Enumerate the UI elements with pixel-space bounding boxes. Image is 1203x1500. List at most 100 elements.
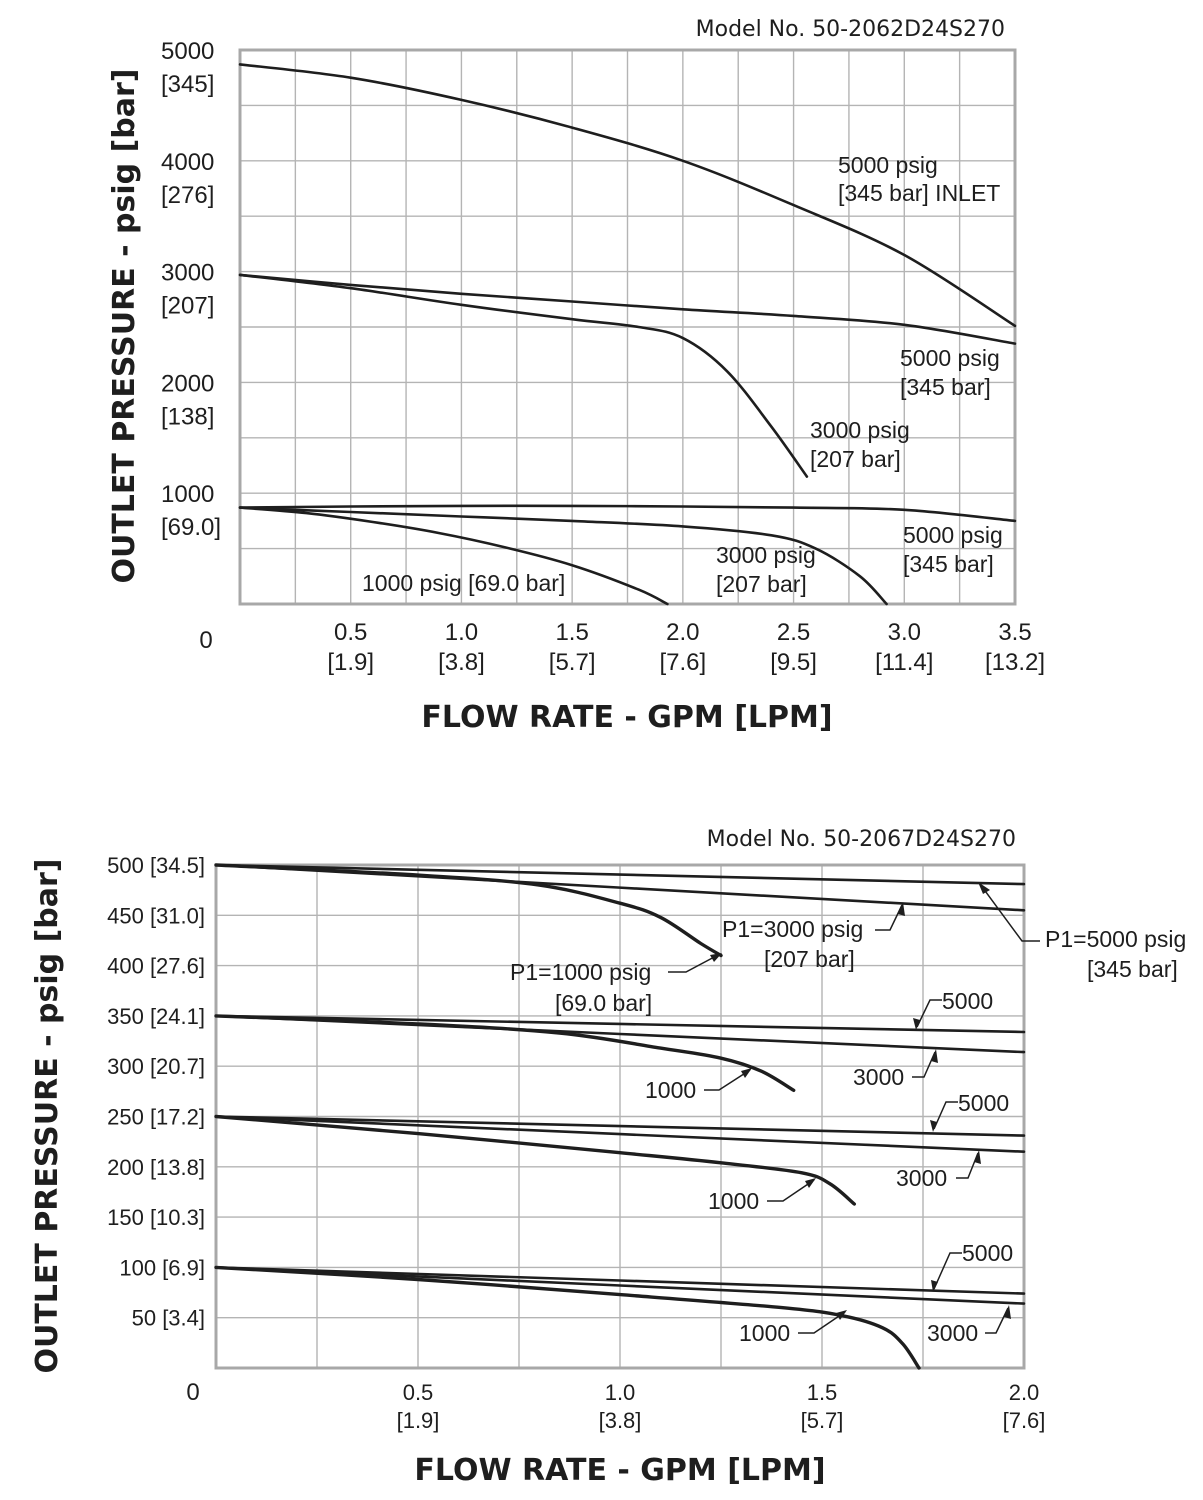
chart1-annotation-inlet: 5000 psig [345 bar] INLET <box>838 152 1000 206</box>
leader-350-1000-arrow <box>741 1068 752 1078</box>
chart1-origin-label: 0 <box>199 627 212 654</box>
chart1-ytick-sub: [207] <box>161 293 214 320</box>
chart1-series-line-3 <box>238 273 809 478</box>
leader-250-3000 <box>956 1152 979 1179</box>
leader-350-5000-arrow <box>913 1018 920 1030</box>
chart2-series-line-7 <box>214 1115 1026 1137</box>
chart2-ytick-label: 150 [10.3] <box>107 1205 205 1230</box>
chart1-xtick-label: 3.5 <box>998 619 1031 646</box>
chart2-ytick-label: 450 [31.0] <box>107 903 205 928</box>
chart1-x-ticks: 0.5 [1.9] 1.0 [3.8] 1.5 [5.7] 2.0 [7.6] 2.5 [9.5]… <box>327 619 1045 676</box>
chart2-series-line-6 <box>214 1014 796 1092</box>
chart2-annotation-350-5000: 5000 <box>942 988 993 1014</box>
leader-p1-1000 <box>668 954 719 973</box>
chart2-y-ticks: 50 [3.4] 100 [6.9] 150 [10.3] 200 [13.8] 250… <box>107 853 205 1331</box>
chart1-xtick-label: 0.5 <box>334 619 367 646</box>
chart2-xtick-label: 1.5 <box>807 1380 838 1405</box>
chart2-xtick-sub: [1.9] <box>397 1408 440 1433</box>
chart2-ytick-label: 300 [20.7] <box>107 1054 205 1079</box>
chart1-xtick-label: 3.0 <box>888 619 921 646</box>
chart1-annotation-3000-upper: 3000 psig [207 bar] <box>810 417 916 472</box>
chart2-xtick-label: 2.0 <box>1009 1380 1040 1405</box>
chart2-x-ticks: 0.5 [1.9] 1.0 [3.8] 1.5 [5.7] 2.0 [7.6] <box>397 1380 1046 1433</box>
chart1-ytick-label: 2000 <box>161 370 214 397</box>
chart1-xtick-sub: [9.5] <box>770 649 817 676</box>
chart1-y-ticks: 1000 [69.0] 2000 [138] 3000 [207] 4000 [276] 500… <box>161 38 221 541</box>
chart2-annotation-350-3000: 3000 <box>853 1064 904 1090</box>
chart2-gridlines <box>216 865 1024 1368</box>
chart2-ytick-label: 500 [34.5] <box>107 853 205 878</box>
chart1-ylabel: OUTLET PRESSURE - psig [bar] <box>107 68 142 583</box>
chart-model-2062: Model No. 50-2062D24S270 OUTLET PRESSURE… <box>107 17 1045 735</box>
chart2-ytick-label: 350 [24.1] <box>107 1004 205 1029</box>
chart1-ytick-label: 3000 <box>161 260 214 287</box>
chart1-series-line-2 <box>238 273 1017 345</box>
leader-p1-5000-arrow <box>978 882 990 894</box>
leader-100-1000 <box>798 1311 846 1334</box>
chart1-ytick-label: 1000 <box>161 481 214 508</box>
chart2-ytick-label: 100 [6.9] <box>119 1255 205 1280</box>
chart1-xtick-sub: [1.9] <box>327 649 374 676</box>
chart1-series-line-4 <box>238 504 1017 523</box>
chart1-series-line-5 <box>238 506 888 606</box>
leader-350-3000-arrow <box>931 1049 938 1063</box>
chart1-ytick-sub: [345] <box>161 71 214 98</box>
chart2-xtick-label: 1.0 <box>605 1380 636 1405</box>
leader-250-3000-arrow <box>974 1150 981 1164</box>
chart1-xtick-sub: [11.4] <box>875 649 933 676</box>
chart1-xtick-label: 2.5 <box>777 619 810 646</box>
leader-p1-3000 <box>875 904 903 931</box>
chart1-annotation-3000-lower: 3000 psig [207 bar] <box>716 542 822 597</box>
chart2-origin-label: 0 <box>186 1379 199 1406</box>
leader-p1-3000-arrow <box>898 902 905 916</box>
chart1-title: Model No. 50-2062D24S270 <box>696 17 1005 42</box>
chart1-annotation-5000-upper: 5000 psig [345 bar] <box>900 345 1006 400</box>
chart1-ytick-sub: [276] <box>161 182 214 209</box>
leader-100-5000-arrow <box>931 1280 938 1292</box>
leader-350-1000 <box>704 1069 751 1091</box>
chart2-ylabel: OUTLET PRESSURE - psig [bar] <box>30 858 65 1373</box>
chart1-annotation-1000: 1000 psig [69.0 bar] <box>362 570 565 596</box>
chart-model-2067: Model No. 50-2067D24S270 OUTLET PRESSURE… <box>30 827 1186 1488</box>
leader-100-1000-arrow <box>836 1310 847 1320</box>
chart1-xtick-sub: [3.8] <box>438 649 485 676</box>
chart1-xtick-label: 1.0 <box>445 619 478 646</box>
chart2-annotation-100-1000: 1000 <box>739 1320 790 1346</box>
chart1-series <box>238 63 1017 606</box>
chart2-series-line-3 <box>214 863 723 958</box>
chart2-ytick-label: 400 [27.6] <box>107 954 205 979</box>
chart1-gridlines <box>240 50 1015 604</box>
leader-250-5000 <box>933 1101 958 1130</box>
chart1-ytick-label: 4000 <box>161 149 214 176</box>
chart2-leaders <box>668 882 1040 1334</box>
leader-100-3000-arrow <box>1004 1305 1011 1319</box>
chart2-xtick-label: 0.5 <box>403 1380 434 1405</box>
chart1-xtick-label: 2.0 <box>666 619 699 646</box>
chart2-xlabel: FLOW RATE - GPM [LPM] <box>414 1453 825 1488</box>
chart2-series-line-8 <box>214 1115 1026 1153</box>
chart2-xtick-sub: [5.7] <box>801 1408 844 1433</box>
chart1-xtick-label: 1.5 <box>555 619 588 646</box>
chart1-xtick-sub: [13.2] <box>985 649 1045 676</box>
chart1-ytick-sub: [69.0] <box>161 514 221 541</box>
chart2-annotation-250-3000: 3000 <box>896 1165 947 1191</box>
leader-100-5000 <box>933 1252 962 1290</box>
leader-350-5000 <box>916 999 942 1028</box>
leader-p1-5000 <box>979 883 1040 942</box>
leader-250-5000-arrow <box>930 1120 937 1132</box>
chart2-annotation-100-3000: 3000 <box>927 1320 978 1346</box>
leader-250-1000 <box>767 1179 815 1202</box>
chart1-xlabel: FLOW RATE - GPM [LPM] <box>421 700 832 735</box>
chart2-annotation-350-1000: 1000 <box>645 1077 696 1103</box>
chart2-series-line-12 <box>214 1265 921 1370</box>
chart1-ytick-sub: [138] <box>161 403 214 430</box>
chart1-annotation-5000-lower: 5000 psig [345 bar] <box>903 522 1009 577</box>
chart2-annotation-250-1000: 1000 <box>708 1188 759 1214</box>
chart2-series-line-1 <box>214 863 1026 886</box>
chart1-series-line-6 <box>238 506 669 606</box>
chart2-title: Model No. 50-2067D24S270 <box>707 827 1016 852</box>
chart2-xtick-sub: [3.8] <box>599 1408 642 1433</box>
chart2-annotation-250-5000: 5000 <box>958 1090 1009 1116</box>
chart1-ytick-label: 5000 <box>161 38 214 65</box>
